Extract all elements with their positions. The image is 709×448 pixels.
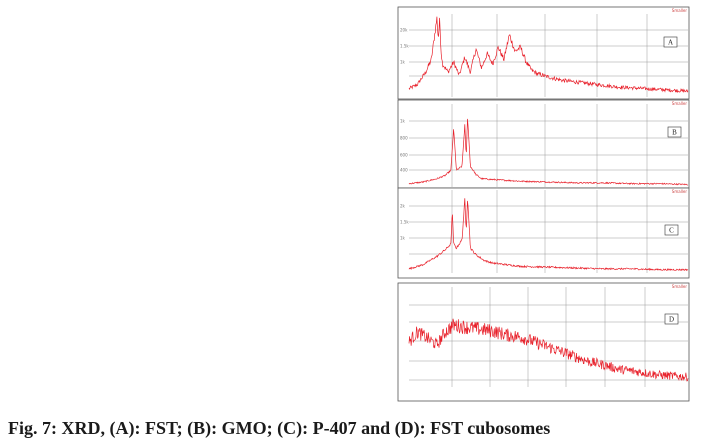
panel-letter-box bbox=[664, 224, 679, 236]
xrd-trace bbox=[408, 16, 689, 94]
corner-label: Smaller bbox=[672, 189, 688, 194]
figure-caption: Fig. 7: XRD, (A): FST; (B): GMO; (C): P-… bbox=[8, 418, 551, 438]
panel-letter: C bbox=[669, 227, 674, 235]
y-tick-label: 400 bbox=[400, 168, 408, 173]
panel-frame bbox=[397, 6, 690, 100]
xrd-panel-c: 2k 1.5k 1k Smaller C bbox=[397, 187, 690, 279]
y-tick-label: 600 bbox=[400, 153, 408, 158]
xrd-trace bbox=[408, 318, 689, 382]
xrd-panel-a: 20k 1.5k 1k Smaller A bbox=[397, 6, 690, 100]
y-tick-label: 20k bbox=[400, 28, 408, 33]
xrd-panel-b: 1k 800 600 400 Smaller B bbox=[397, 99, 690, 189]
y-tick-label: 1.5k bbox=[400, 44, 409, 49]
y-tick-label: 1k bbox=[400, 236, 406, 241]
y-tick-label: 800 bbox=[400, 136, 408, 141]
panel-letter: B bbox=[672, 129, 677, 137]
xrd-trace bbox=[408, 118, 689, 186]
y-tick-label: 1.5k bbox=[400, 220, 409, 225]
corner-label: Smaller bbox=[672, 101, 688, 106]
y-tick-label: 2k bbox=[400, 204, 406, 209]
xrd-panel-d: Smaller D bbox=[397, 282, 690, 402]
panel-letter-box bbox=[663, 36, 678, 48]
y-tick-label: 1k bbox=[400, 60, 406, 65]
panel-letter: D bbox=[669, 316, 674, 324]
panel-letter-box bbox=[664, 313, 679, 325]
corner-label: Smaller bbox=[672, 8, 688, 13]
panel-letter: A bbox=[668, 39, 673, 47]
y-tick-label: 1k bbox=[400, 119, 406, 124]
xrd-trace bbox=[408, 198, 689, 272]
panel-frame bbox=[397, 187, 690, 279]
panel-letter-box bbox=[667, 126, 682, 138]
panel-frame bbox=[397, 282, 690, 402]
panel-frame bbox=[397, 99, 690, 189]
corner-label: Smaller bbox=[672, 284, 688, 289]
